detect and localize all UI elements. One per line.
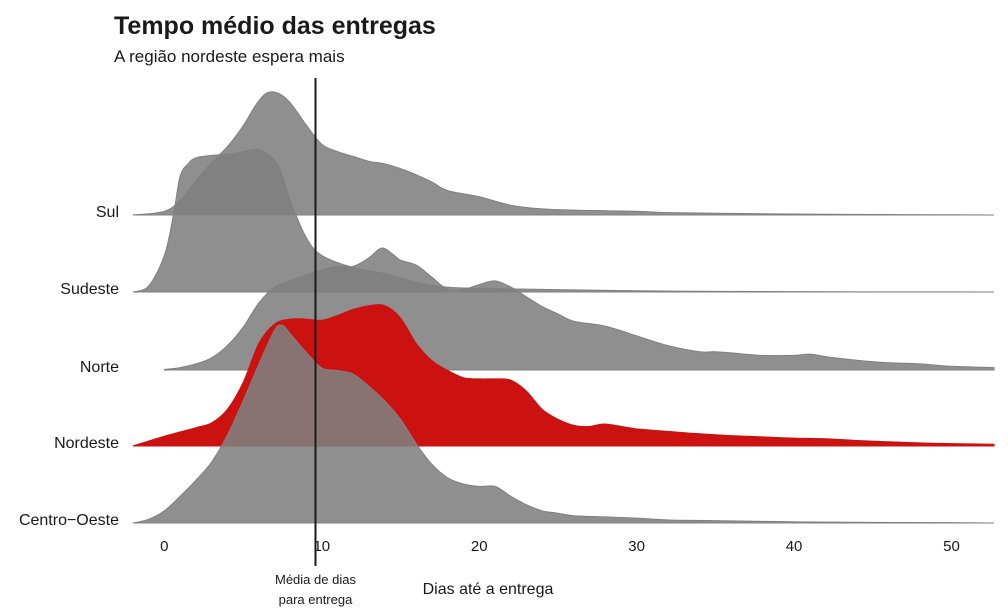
mean-annotation-line2: para entrega <box>279 592 353 607</box>
category-label-nordeste: Nordeste <box>54 435 119 452</box>
category-label-centro-oeste: Centro−Oeste <box>19 512 119 529</box>
chart-title: Tempo médio das entregas <box>114 12 436 40</box>
x-tick-label-40: 40 <box>786 538 803 555</box>
chart-subtitle: A região nordeste espera mais <box>114 47 345 66</box>
x-tick-label-0: 0 <box>160 538 168 555</box>
ridge-sul <box>132 91 995 216</box>
category-label-norte: Norte <box>80 359 119 376</box>
x-tick-label-50: 50 <box>943 538 960 555</box>
category-label-sul: Sul <box>96 204 119 221</box>
x-tick-label-30: 30 <box>628 538 645 555</box>
x-tick-label-10: 10 <box>313 538 330 555</box>
x-axis-title: Dias até a entrega <box>423 581 554 598</box>
mean-annotation-line1: Média de dias <box>275 572 356 587</box>
ridge-centro-oeste <box>132 324 995 524</box>
category-label-sudeste: Sudeste <box>60 281 119 298</box>
ridge-sudeste <box>132 148 995 293</box>
x-tick-label-20: 20 <box>471 538 488 555</box>
